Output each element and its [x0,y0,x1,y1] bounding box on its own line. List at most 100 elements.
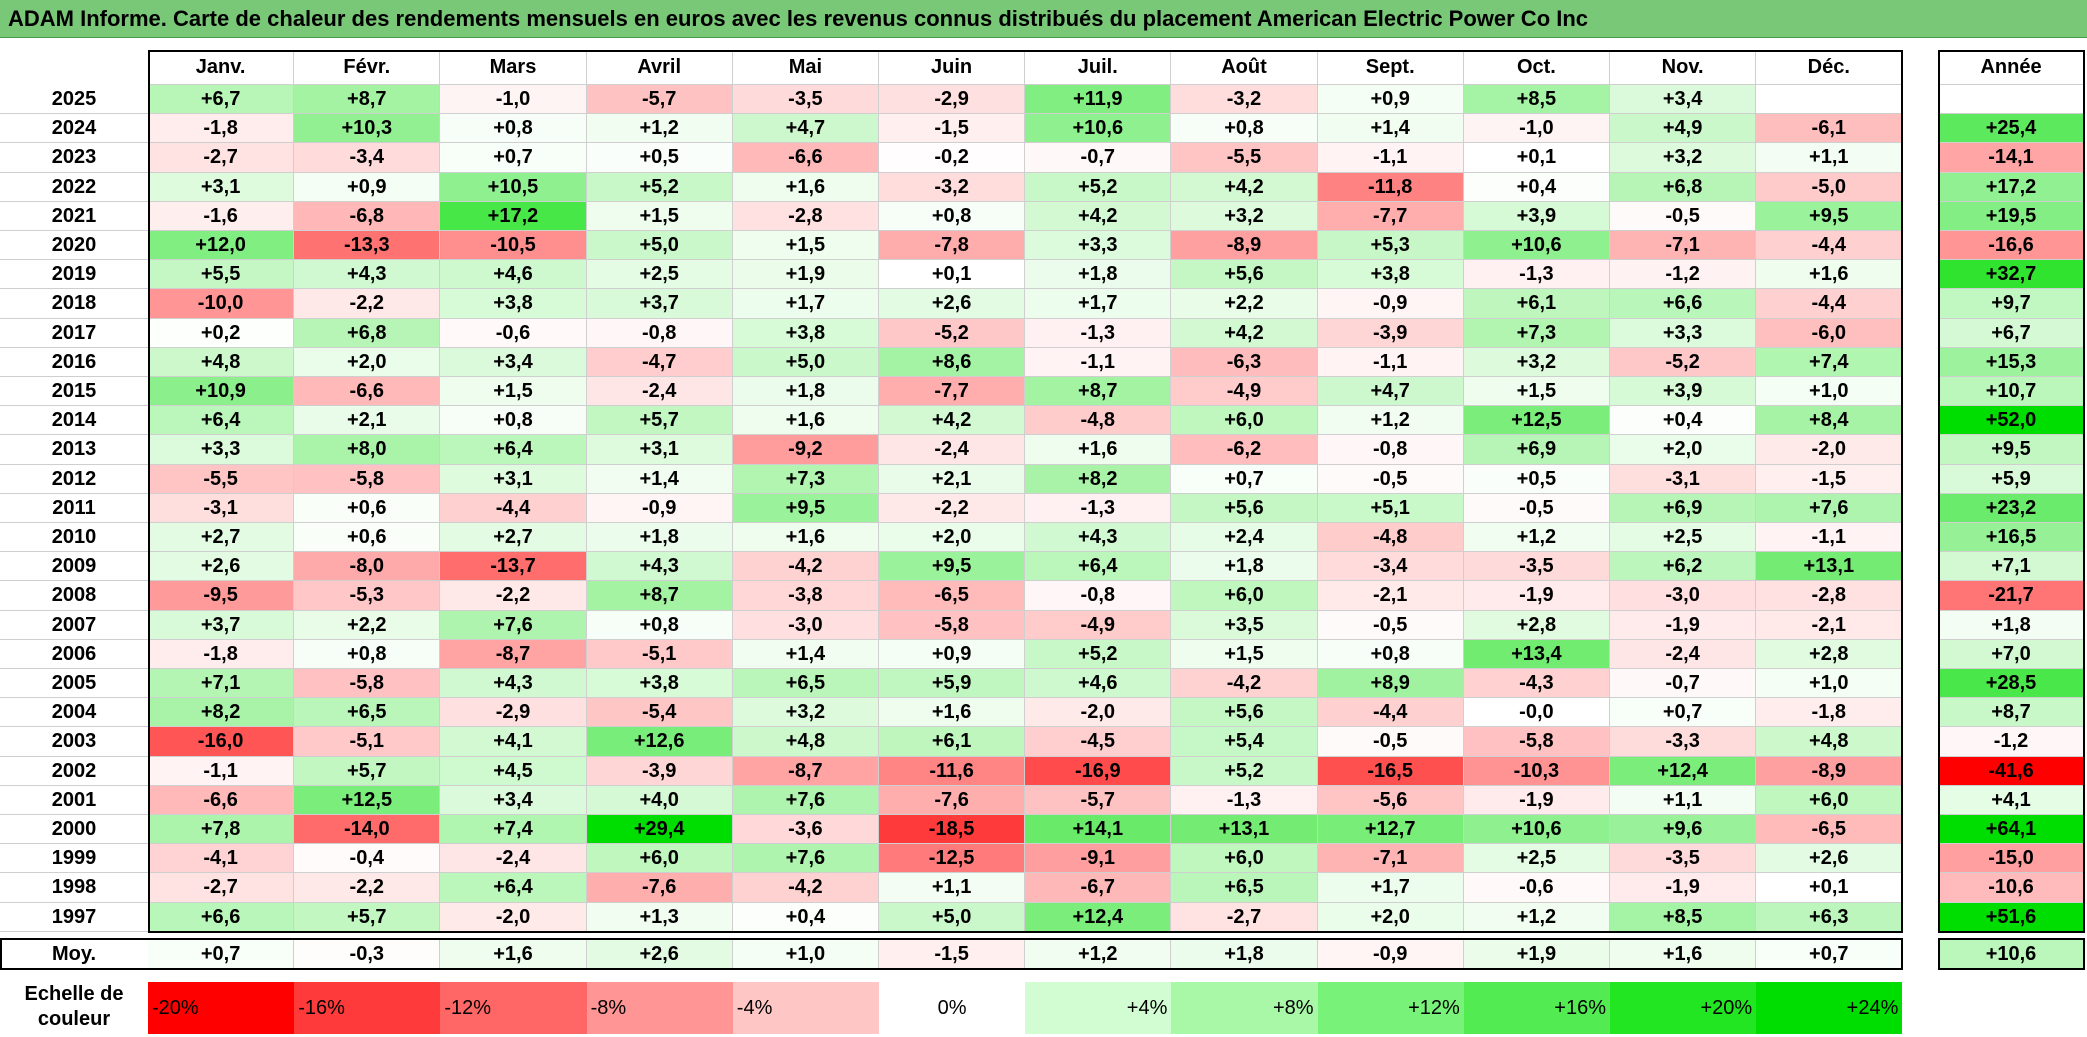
annual-return-cell: -10,6 [1938,873,2085,903]
heatmap-cell: +9,6 [1610,815,1757,845]
heatmap-cell: +1,8 [586,523,733,553]
heatmap-cell: +8,6 [879,347,1026,377]
month-header: Mai [732,50,879,85]
heatmap-cell: +13,4 [1463,639,1610,669]
heatmap-cell: +3,9 [1610,377,1757,407]
heatmap-cell: +2,4 [1171,523,1318,553]
heatmap-cell: +4,8 [732,727,879,757]
heatmap-cell: +1,5 [1171,639,1318,669]
color-scale-swatch: +4% [1025,981,1172,1034]
heatmap-cell: +4,2 [1025,201,1172,231]
year-label: 2010 [0,523,148,553]
heatmap-cell: -0,9 [586,493,733,523]
heatmap-cell: +7,3 [732,464,879,494]
heatmap-cell: -1,3 [1463,260,1610,290]
heatmap-cell: +0,5 [1463,464,1610,494]
heatmap-cell: +5,2 [586,172,733,202]
heatmap-cell: +1,6 [1025,435,1172,465]
heatmap-cell: +5,7 [294,902,441,932]
heatmap-cell: +8,7 [586,581,733,611]
heatmap-cell: -4,4 [440,493,587,523]
heatmap-cell: +6,1 [1463,289,1610,319]
heatmap-cell: -9,1 [1025,844,1172,874]
heatmap-cell: +2,7 [440,523,587,553]
annual-return-cell: +23,2 [1938,493,2085,523]
heatmap-cell: -5,8 [1463,727,1610,757]
heatmap-cell: +7,4 [1756,347,1903,377]
annual-return-cell: -15,0 [1938,844,2085,874]
heatmap-cell: -8,9 [1171,231,1318,261]
heatmap-cell: -8,0 [294,552,441,582]
heatmap-cell: -6,6 [732,143,879,173]
heatmap-cell: -2,4 [440,844,587,874]
annual-return-cell: +8,7 [1938,698,2085,728]
heatmap-cell: -1,0 [1463,114,1610,144]
month-header: Févr. [294,50,441,85]
heatmap-cell: +1,2 [586,114,733,144]
heatmap-cell: -6,5 [879,581,1026,611]
heatmap-cell: +3,2 [732,698,879,728]
heatmap-cell: +2,8 [1463,610,1610,640]
heatmap-cell: +0,1 [1756,873,1903,903]
average-cell: -0,3 [294,937,441,970]
heatmap-cell: -2,8 [1756,581,1903,611]
heatmap-cell: +10,6 [1463,815,1610,845]
heatmap-cell: +3,8 [1317,260,1464,290]
heatmap-cell: -4,3 [1463,669,1610,699]
heatmap-cell: -6,7 [1025,873,1172,903]
heatmap-cell: -5,7 [586,85,733,115]
heatmap-cell: -1,8 [148,639,295,669]
heatmap-cell: +7,6 [732,844,879,874]
heatmap-cell: +5,2 [1025,639,1172,669]
heatmap-cell: +0,9 [294,172,441,202]
heatmap-cell: +1,2 [1463,523,1610,553]
heatmap-cell: +1,5 [1463,377,1610,407]
heatmap-cell: -2,2 [440,581,587,611]
heatmap-cell: -5,6 [1317,785,1464,815]
heatmap-cell: +5,4 [1171,727,1318,757]
heatmap-cell: -3,0 [732,610,879,640]
average-cell: +0,7 [148,937,295,970]
heatmap-cell: -9,5 [148,581,295,611]
heatmap-cell: -0,7 [1610,669,1757,699]
heatmap-cell: -0,5 [1317,610,1464,640]
heatmap-cell: +2,7 [148,523,295,553]
heatmap-cell: +17,2 [440,201,587,231]
heatmap-cell: -4,5 [1025,727,1172,757]
heatmap-cell: +3,3 [1025,231,1172,261]
heatmap-cell: -3,1 [148,493,295,523]
heatmap-cell: -7,7 [879,377,1026,407]
heatmap-cell: +0,8 [440,406,587,436]
annual-return-cell [1938,85,2085,115]
heatmap-cell: +3,1 [586,435,733,465]
average-cell: -0,9 [1317,937,1464,970]
heatmap-cell: -7,1 [1317,844,1464,874]
heatmap-cell: +0,6 [294,523,441,553]
heatmap-cell: +3,4 [1610,85,1757,115]
heatmap-cell: -4,2 [732,552,879,582]
heatmap-cell: -8,7 [732,756,879,786]
annual-return-cell: -14,1 [1938,143,2085,173]
heatmap-cell: +6,4 [148,406,295,436]
heatmap-cell: +2,2 [1171,289,1318,319]
year-label: 1999 [0,844,148,874]
heatmap-cell: +1,1 [1610,785,1757,815]
heatmap-cell: -4,4 [1317,698,1464,728]
heatmap-cell: -0,5 [1317,464,1464,494]
annual-return-cell: -21,7 [1938,581,2085,611]
heatmap-cell: +3,2 [1171,201,1318,231]
average-cell: +1,6 [440,937,587,970]
heatmap-cell: -1,1 [1317,143,1464,173]
heatmap-cell: -10,0 [148,289,295,319]
heatmap-cell: -4,8 [1025,406,1172,436]
heatmap-cell: +6,4 [440,873,587,903]
annual-return-cell: +6,7 [1938,318,2085,348]
heatmap-cell: +7,3 [1463,318,1610,348]
heatmap-cell: +6,6 [148,902,295,932]
average-cell: +0,7 [1756,937,1903,970]
heatmap-cell: +4,3 [586,552,733,582]
heatmap-cell: -5,7 [1025,785,1172,815]
heatmap-cell: -3,8 [732,581,879,611]
heatmap-cell: -2,1 [1756,610,1903,640]
heatmap-cell: +8,7 [294,85,441,115]
